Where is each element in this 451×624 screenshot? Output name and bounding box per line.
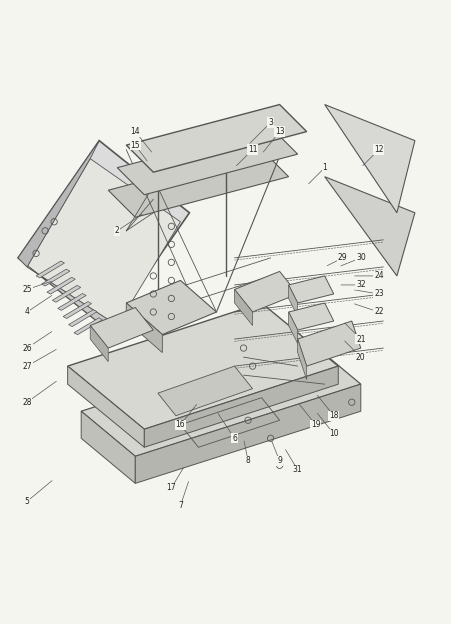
Text: 14: 14 [130, 127, 140, 136]
Polygon shape [117, 127, 298, 195]
Polygon shape [81, 411, 135, 484]
Text: 13: 13 [275, 127, 285, 136]
Polygon shape [69, 310, 97, 326]
Text: 18: 18 [329, 411, 339, 420]
Text: 32: 32 [356, 280, 366, 290]
Text: 30: 30 [356, 253, 366, 262]
Text: 1: 1 [322, 163, 327, 172]
Text: 4: 4 [25, 308, 29, 316]
Text: 12: 12 [374, 145, 384, 154]
Polygon shape [41, 269, 70, 286]
Text: 5: 5 [25, 497, 29, 506]
Text: 21: 21 [356, 334, 366, 344]
Text: 24: 24 [374, 271, 384, 280]
Polygon shape [36, 261, 64, 278]
Text: 2: 2 [115, 227, 120, 235]
Polygon shape [235, 271, 298, 312]
Text: 20: 20 [356, 353, 366, 361]
Text: 16: 16 [175, 420, 185, 429]
Text: 23: 23 [374, 290, 384, 298]
Text: 10: 10 [329, 429, 339, 438]
Text: 19: 19 [311, 420, 321, 429]
Polygon shape [90, 308, 153, 348]
Text: 8: 8 [246, 456, 250, 466]
Polygon shape [47, 277, 75, 294]
Text: 22: 22 [374, 308, 384, 316]
Polygon shape [325, 105, 415, 213]
Polygon shape [81, 339, 361, 456]
Polygon shape [52, 285, 81, 302]
Polygon shape [58, 293, 86, 310]
Polygon shape [325, 177, 415, 276]
Polygon shape [289, 276, 334, 303]
Polygon shape [90, 326, 108, 362]
Polygon shape [289, 285, 298, 316]
Polygon shape [135, 384, 361, 484]
Polygon shape [68, 303, 338, 429]
Polygon shape [63, 301, 92, 318]
Polygon shape [235, 290, 253, 326]
Text: 9: 9 [277, 456, 282, 466]
Polygon shape [74, 318, 102, 334]
Text: 27: 27 [22, 362, 32, 371]
Polygon shape [18, 140, 189, 330]
Polygon shape [144, 366, 338, 447]
Polygon shape [126, 303, 162, 353]
Text: 31: 31 [293, 466, 303, 474]
Text: 6: 6 [232, 434, 237, 443]
Polygon shape [158, 366, 253, 416]
Polygon shape [289, 312, 298, 344]
Text: 28: 28 [22, 397, 32, 407]
Polygon shape [126, 105, 307, 172]
Text: 3: 3 [268, 118, 273, 127]
Text: 26: 26 [22, 344, 32, 353]
Polygon shape [126, 280, 216, 334]
Text: 29: 29 [338, 253, 348, 262]
Polygon shape [27, 158, 180, 326]
Polygon shape [298, 321, 361, 366]
Text: 17: 17 [166, 484, 176, 492]
Polygon shape [289, 303, 334, 330]
Polygon shape [298, 339, 307, 379]
Text: 11: 11 [248, 145, 258, 154]
Text: 15: 15 [130, 140, 140, 150]
Polygon shape [18, 258, 117, 330]
Polygon shape [108, 150, 289, 217]
Text: 7: 7 [178, 502, 183, 510]
Polygon shape [18, 140, 99, 267]
Text: 25: 25 [22, 285, 32, 294]
Polygon shape [68, 366, 144, 447]
